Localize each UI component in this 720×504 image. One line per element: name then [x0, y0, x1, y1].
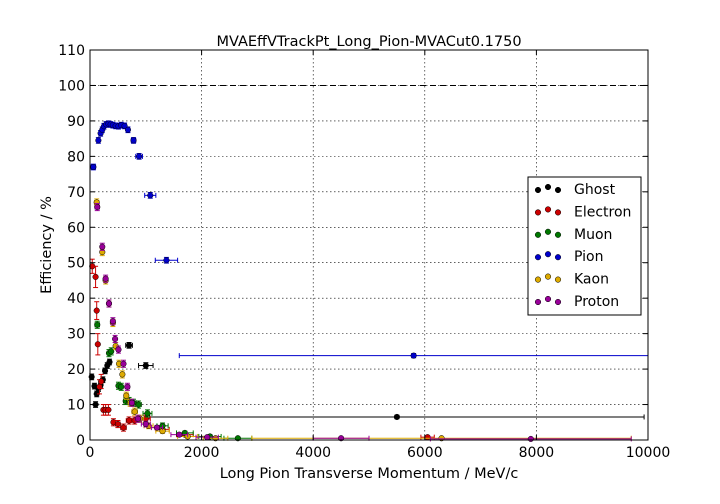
data-point [153, 424, 161, 431]
data-point [118, 383, 125, 390]
data-point [99, 243, 106, 250]
data-point [95, 137, 102, 144]
data-point [94, 341, 101, 348]
data-point [135, 401, 142, 408]
data-point [424, 434, 431, 441]
legend: Ghost Electron Muon Pion Kaon Proton [527, 176, 642, 316]
data-point [119, 371, 126, 378]
y-tick-label: 50 [67, 256, 85, 272]
x-tick-label: 8000 [519, 445, 555, 461]
data-point [102, 367, 109, 374]
data-point [90, 163, 97, 171]
y-tick-label: 60 [67, 220, 85, 236]
y-tick-label: 20 [67, 362, 85, 378]
data-point [92, 273, 99, 280]
data-point [123, 392, 130, 399]
data-point [136, 153, 143, 160]
legend-marker [534, 254, 542, 261]
data-point [131, 408, 138, 415]
data-point [163, 257, 170, 264]
data-point [98, 378, 105, 385]
legend-label-ghost: Ghost [574, 182, 616, 198]
legend-label-kaon: Kaon [574, 272, 609, 288]
y-tick-label: 0 [76, 433, 85, 449]
axis-ticks: 0 2000 4000 6000 8000 10000 0 10 20 30 40 50 60 70 80 9… [58, 43, 670, 461]
legend-marker [554, 254, 562, 261]
x-axis-label: Long Pion Transverse Momentum / MeV/c [220, 466, 519, 482]
data-point [527, 435, 534, 442]
data-point [144, 410, 151, 417]
data-point [147, 192, 154, 199]
data-point [128, 399, 135, 406]
legend-box [527, 176, 642, 316]
data-point [94, 204, 101, 211]
y-tick-label: 40 [67, 291, 85, 307]
data-point [120, 424, 127, 431]
data-point [106, 358, 113, 366]
chart-title: MVAEffVTrackPt_Long_Pion-MVACut0.1750 [216, 34, 521, 50]
legend-label-proton: Proton [574, 294, 619, 310]
series-proton [94, 203, 632, 442]
data-points [88, 120, 649, 442]
data-point [115, 346, 122, 353]
x-tick-label: 0 [86, 445, 95, 461]
data-point [176, 431, 183, 438]
y-tick-label: 110 [58, 43, 85, 59]
data-point [124, 383, 131, 390]
data-point [204, 434, 211, 441]
legend-marker [554, 231, 562, 238]
legend-marker [554, 298, 562, 306]
data-point [410, 352, 417, 359]
data-point [142, 362, 149, 369]
data-point [102, 275, 109, 282]
data-point [393, 413, 400, 421]
data-point [142, 420, 149, 428]
legend-marker [544, 295, 552, 303]
legend-marker [544, 206, 552, 213]
legend-label-muon: Muon [574, 227, 612, 243]
data-point [114, 420, 121, 428]
legend-marker [544, 228, 552, 235]
x-tick-label: 6000 [407, 445, 443, 461]
y-tick-label: 70 [67, 185, 85, 201]
series-ghost [88, 342, 645, 421]
series-pion [90, 120, 649, 359]
data-point [93, 307, 100, 314]
legend-label-electron: Electron [574, 204, 631, 220]
data-point [108, 348, 115, 355]
legend-marker [554, 209, 562, 216]
data-point [130, 137, 137, 144]
legend-marker [554, 186, 562, 194]
legend-marker [534, 209, 542, 216]
y-tick-label: 90 [67, 114, 85, 130]
y-tick-label: 10 [67, 398, 85, 414]
data-point [126, 342, 133, 349]
legend-marker [534, 276, 542, 283]
y-tick-label: 100 [58, 78, 85, 94]
legend-marker [544, 251, 552, 258]
legend-marker [544, 183, 552, 191]
data-point [105, 300, 113, 307]
legend-marker [534, 298, 542, 306]
data-point [109, 318, 116, 325]
y-tick-label: 30 [67, 327, 85, 343]
legend-marker [534, 186, 542, 194]
y-tick-label: 80 [67, 149, 85, 165]
plot-frame [89, 49, 649, 441]
legend-label-pion: Pion [574, 249, 603, 265]
data-point [105, 406, 112, 413]
data-point [134, 415, 142, 422]
y-axis-label: Efficiency / % [39, 196, 55, 294]
legend-marker [534, 231, 542, 238]
data-point [112, 335, 119, 343]
x-tick-label: 2000 [184, 445, 220, 461]
data-point [94, 321, 101, 328]
legend-marker [544, 273, 552, 280]
x-tick-label: 4000 [295, 445, 331, 461]
data-point [124, 126, 131, 133]
data-point [120, 360, 127, 367]
x-tick-label: 10000 [626, 445, 671, 461]
legend-marker [554, 276, 562, 283]
